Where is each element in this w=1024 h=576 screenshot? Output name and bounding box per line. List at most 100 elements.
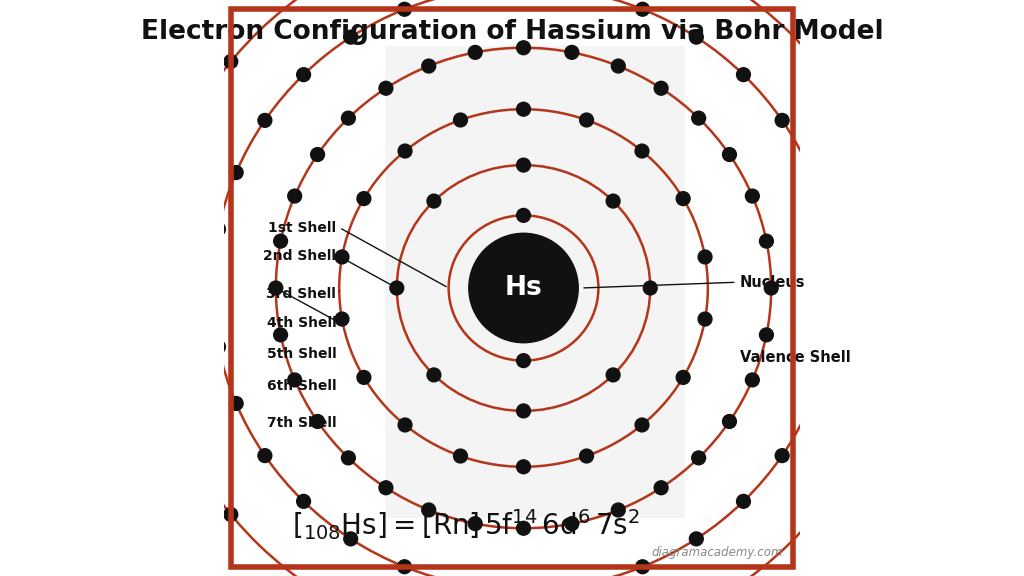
- Circle shape: [676, 370, 690, 384]
- Circle shape: [775, 113, 790, 127]
- Text: 1st Shell: 1st Shell: [268, 221, 336, 234]
- Circle shape: [398, 144, 412, 158]
- Circle shape: [357, 192, 371, 206]
- Text: $\left[{}_{108}\mathrm{Hs}\right] = \left[\mathrm{Rn}\right]\, 5\mathrm{f}^{14}\: $\left[{}_{108}\mathrm{Hs}\right] = \lef…: [292, 507, 640, 541]
- Circle shape: [611, 59, 626, 73]
- Circle shape: [341, 451, 355, 465]
- Circle shape: [269, 281, 283, 295]
- Circle shape: [804, 396, 818, 410]
- Circle shape: [635, 418, 649, 432]
- Circle shape: [341, 111, 355, 125]
- Circle shape: [422, 59, 435, 73]
- Circle shape: [606, 368, 621, 382]
- Circle shape: [636, 2, 649, 16]
- Text: Valence Shell: Valence Shell: [739, 350, 850, 365]
- Circle shape: [357, 370, 371, 384]
- Circle shape: [516, 521, 530, 535]
- Circle shape: [468, 46, 482, 59]
- Circle shape: [723, 415, 736, 429]
- Circle shape: [229, 166, 243, 180]
- Circle shape: [635, 144, 649, 158]
- Circle shape: [152, 362, 166, 376]
- Circle shape: [654, 81, 668, 95]
- Circle shape: [344, 30, 357, 44]
- Circle shape: [224, 55, 238, 69]
- Text: 6th Shell: 6th Shell: [266, 379, 336, 393]
- Circle shape: [692, 111, 706, 125]
- Circle shape: [258, 113, 271, 127]
- Circle shape: [390, 281, 403, 295]
- Circle shape: [379, 481, 393, 495]
- Circle shape: [580, 449, 594, 463]
- Circle shape: [809, 55, 823, 69]
- Circle shape: [422, 503, 435, 517]
- Circle shape: [206, 281, 219, 295]
- Circle shape: [310, 147, 325, 161]
- Circle shape: [654, 481, 668, 495]
- Text: 7th Shell: 7th Shell: [266, 416, 336, 430]
- Circle shape: [775, 449, 790, 463]
- Circle shape: [821, 222, 836, 236]
- Circle shape: [397, 560, 412, 574]
- Text: 2nd Shell: 2nd Shell: [263, 249, 336, 263]
- Circle shape: [454, 449, 467, 463]
- Circle shape: [692, 451, 706, 465]
- Circle shape: [469, 233, 579, 343]
- Circle shape: [804, 166, 818, 180]
- Circle shape: [764, 281, 778, 295]
- Circle shape: [689, 532, 703, 546]
- Circle shape: [516, 158, 530, 172]
- Text: Nucleus: Nucleus: [739, 275, 805, 290]
- Circle shape: [611, 503, 626, 517]
- Circle shape: [297, 68, 310, 82]
- Text: Electron Configuration of Hassium via Bohr Model: Electron Configuration of Hassium via Bo…: [140, 18, 884, 45]
- Text: 5th Shell: 5th Shell: [266, 347, 336, 361]
- Circle shape: [745, 189, 759, 203]
- Text: 3rd Shell: 3rd Shell: [266, 287, 336, 301]
- Circle shape: [258, 449, 271, 463]
- Circle shape: [676, 192, 690, 206]
- FancyBboxPatch shape: [385, 46, 685, 518]
- Circle shape: [882, 200, 895, 214]
- Circle shape: [427, 194, 440, 208]
- Circle shape: [212, 222, 225, 236]
- Circle shape: [516, 354, 530, 367]
- Circle shape: [698, 250, 712, 264]
- Circle shape: [516, 41, 530, 55]
- Circle shape: [827, 281, 842, 295]
- Circle shape: [212, 340, 225, 354]
- Circle shape: [516, 404, 530, 418]
- Circle shape: [606, 194, 621, 208]
- Circle shape: [273, 234, 288, 248]
- Circle shape: [745, 373, 759, 387]
- Circle shape: [760, 234, 773, 248]
- Circle shape: [565, 46, 579, 59]
- Circle shape: [344, 532, 357, 546]
- Circle shape: [379, 81, 393, 95]
- Circle shape: [468, 517, 482, 530]
- Circle shape: [689, 30, 703, 44]
- Circle shape: [454, 113, 467, 127]
- Text: 4th Shell: 4th Shell: [266, 316, 336, 329]
- Circle shape: [736, 68, 751, 82]
- Circle shape: [809, 507, 823, 521]
- Text: diagramacademy.com: diagramacademy.com: [651, 547, 782, 559]
- Circle shape: [397, 2, 412, 16]
- Circle shape: [516, 460, 530, 473]
- Circle shape: [723, 147, 736, 161]
- Circle shape: [882, 362, 895, 376]
- Circle shape: [310, 415, 325, 429]
- Circle shape: [427, 368, 440, 382]
- Circle shape: [288, 189, 302, 203]
- Circle shape: [821, 340, 836, 354]
- Circle shape: [229, 396, 243, 410]
- Circle shape: [288, 373, 302, 387]
- Circle shape: [565, 517, 579, 530]
- Circle shape: [224, 507, 238, 521]
- Circle shape: [760, 328, 773, 342]
- Circle shape: [335, 250, 349, 264]
- Text: Hs: Hs: [505, 275, 543, 301]
- Circle shape: [643, 281, 657, 295]
- Circle shape: [736, 494, 751, 508]
- Circle shape: [273, 328, 288, 342]
